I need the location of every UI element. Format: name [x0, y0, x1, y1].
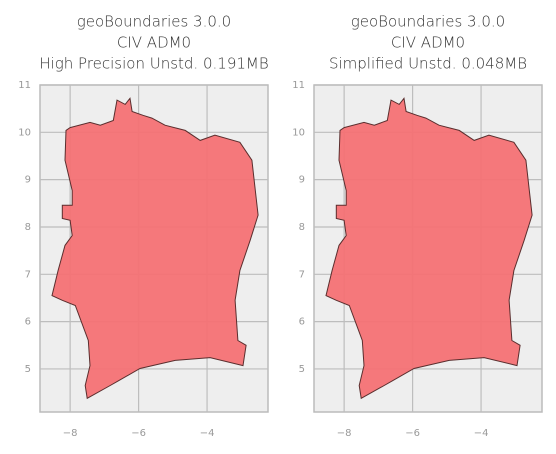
- x-tick-label: −8: [337, 428, 352, 439]
- chart-title: High Precision Unstd. 0.191MB: [39, 55, 268, 73]
- x-tick-label: −8: [63, 428, 78, 439]
- chart-title: geoBoundaries 3.0.0: [351, 13, 505, 31]
- y-tick-label: 6: [25, 317, 31, 328]
- y-tick-label: 5: [25, 364, 31, 375]
- y-tick-label: 8: [25, 222, 31, 233]
- x-tick-label: −6: [405, 428, 420, 439]
- y-tick-label: 10: [18, 127, 31, 138]
- country-boundary: [51, 97, 259, 400]
- chart-title: Simplified Unstd. 0.048MB: [329, 55, 527, 73]
- chart-title: CIV ADM0: [391, 34, 465, 52]
- y-tick-label: 7: [25, 269, 31, 280]
- y-tick-label: 7: [299, 269, 305, 280]
- y-tick-label: 5: [299, 364, 305, 375]
- y-tick-label: 11: [18, 80, 31, 91]
- chart-title: geoBoundaries 3.0.0: [77, 13, 231, 31]
- y-tick-label: 10: [292, 127, 305, 138]
- x-tick-label: −4: [200, 428, 215, 439]
- y-tick-label: 9: [299, 175, 305, 186]
- country-boundary: [325, 97, 533, 400]
- y-tick-label: 8: [299, 222, 305, 233]
- x-tick-label: −6: [131, 428, 146, 439]
- y-tick-label: 6: [299, 317, 305, 328]
- y-tick-label: 9: [25, 175, 31, 186]
- chart-title: CIV ADM0: [117, 34, 191, 52]
- y-tick-label: 11: [292, 80, 305, 91]
- x-tick-label: −4: [474, 428, 489, 439]
